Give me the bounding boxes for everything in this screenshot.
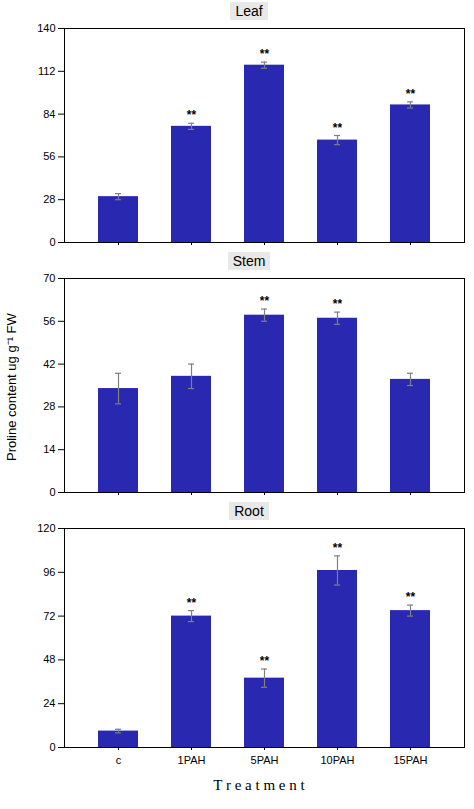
svg-text:96: 96 [43, 566, 55, 578]
svg-text:15PAH: 15PAH [393, 754, 427, 766]
html-text:T r e a t m e n t: T r e a t m e n t [213, 777, 305, 793]
svg-text:0: 0 [49, 741, 55, 753]
html-text:Proline content ug g⁻¹ FW: Proline content ug g⁻¹ FW [4, 313, 19, 462]
svg-text:56: 56 [43, 150, 55, 162]
svg-text:0: 0 [49, 236, 55, 248]
svg-text:28: 28 [43, 400, 55, 412]
svg-text:70: 70 [43, 272, 55, 284]
svg-text:**: ** [333, 541, 343, 555]
html-text:Leaf: Leaf [235, 3, 263, 19]
svg-text:120: 120 [37, 522, 55, 534]
svg-text:84: 84 [43, 108, 55, 120]
svg-text:c: c [116, 754, 122, 766]
svg-text:**: ** [406, 590, 416, 604]
svg-text:**: ** [333, 297, 343, 311]
svg-text:112: 112 [38, 65, 56, 77]
svg-text:**: ** [260, 294, 270, 308]
svg-text:**: ** [187, 108, 197, 122]
svg-text:**: ** [260, 654, 270, 668]
svg-text:28: 28 [43, 193, 55, 205]
svg-text:0: 0 [49, 486, 55, 498]
svg-text:5PAH: 5PAH [251, 754, 279, 766]
svg-text:140: 140 [37, 22, 55, 34]
svg-text:42: 42 [43, 358, 55, 370]
svg-text:14: 14 [43, 443, 55, 455]
svg-text:48: 48 [43, 653, 55, 665]
svg-text:24: 24 [43, 697, 55, 709]
svg-text:56: 56 [43, 315, 55, 327]
svg-text:**: ** [333, 121, 343, 135]
svg-text:10PAH: 10PAH [320, 754, 354, 766]
svg-text:1PAH: 1PAH [178, 754, 206, 766]
svg-text:72: 72 [43, 610, 55, 622]
html-text:Root: Root [234, 503, 264, 519]
html-text:Stem: Stem [232, 253, 266, 269]
svg-text:**: ** [187, 596, 197, 610]
svg-text:**: ** [406, 87, 416, 101]
svg-text:**: ** [260, 47, 270, 61]
